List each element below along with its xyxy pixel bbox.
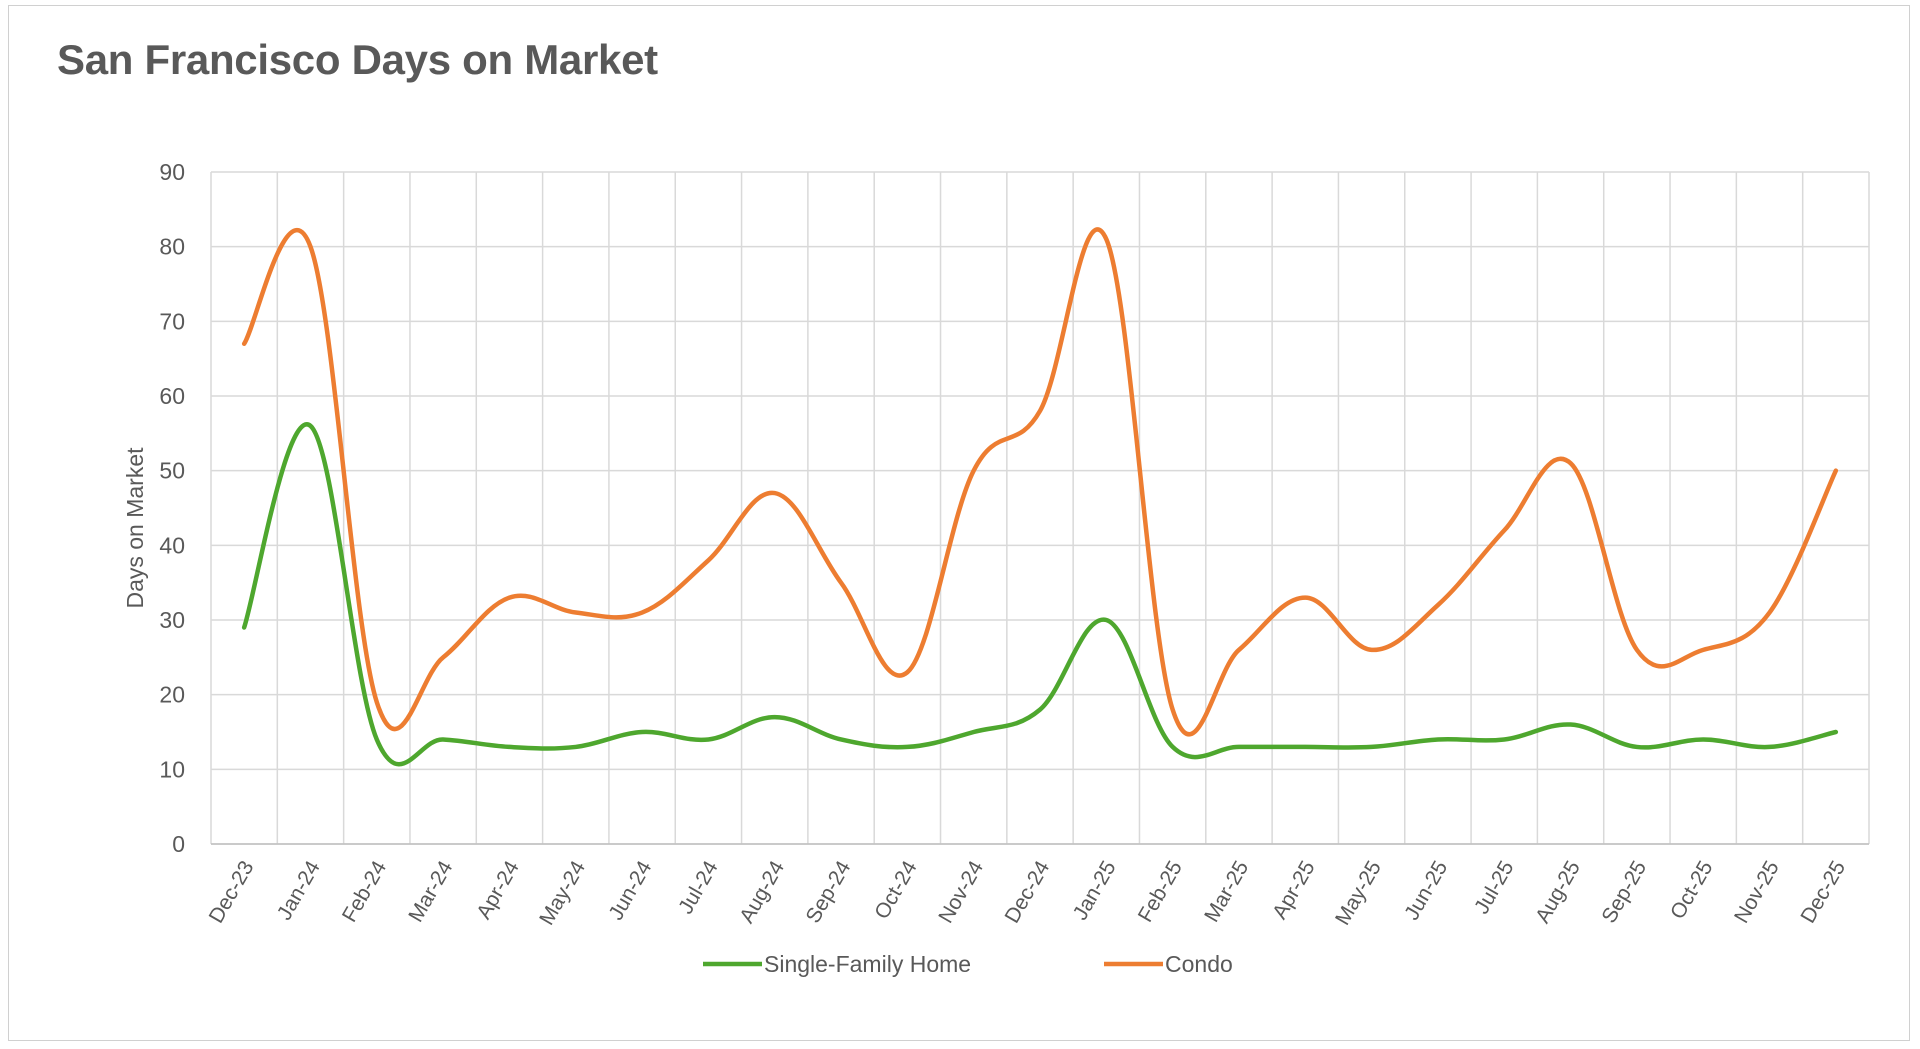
legend-label: Condo	[1165, 951, 1233, 977]
x-tick-label: Jun-25	[1400, 857, 1452, 924]
x-tick-label: Sep-24	[802, 857, 856, 927]
grid-lines	[210, 171, 1870, 845]
x-tick-label: Jul-25	[1470, 857, 1519, 918]
x-tick-label: Dec-25	[1796, 857, 1850, 927]
x-tick-label: Dec-24	[1001, 857, 1055, 927]
y-tick-label: 20	[159, 682, 185, 708]
x-tick-label: Oct-24	[870, 857, 922, 923]
y-tick-label: 70	[159, 308, 185, 334]
y-tick-label: 10	[159, 756, 185, 782]
x-tick-label: Apr-24	[472, 857, 524, 923]
series-lines	[241, 227, 1839, 767]
y-tick-label: 40	[159, 532, 185, 558]
x-tick-label: Nov-24	[934, 857, 988, 927]
chart-title: San Francisco Days on Market	[57, 36, 658, 83]
x-tick-label: Oct-25	[1666, 857, 1717, 923]
y-tick-label: 60	[159, 383, 185, 409]
series-line-condo	[241, 227, 1839, 737]
y-tick-label: 90	[159, 159, 185, 185]
x-tick-label: May-25	[1331, 857, 1386, 929]
chart-frame	[8, 5, 1910, 1041]
x-tick-label: Dec-23	[205, 857, 259, 927]
x-axis-ticks: Dec-23 Jan-24 Feb-24 Mar-24 Apr-24 May-24 Jun-…	[205, 857, 1850, 929]
y-tick-label: 0	[172, 831, 185, 857]
x-tick-label: Aug-24	[735, 857, 789, 927]
x-tick-label: Mar-24	[404, 857, 457, 926]
x-tick-label: Jan-25	[1069, 857, 1121, 924]
y-tick-label: 80	[159, 234, 185, 260]
x-tick-label: Jun-24	[604, 857, 656, 924]
x-tick-label: Apr-25	[1268, 857, 1319, 923]
x-tick-label: Nov-25	[1730, 857, 1784, 927]
x-tick-label: Jul-24	[674, 857, 723, 918]
y-tick-label: 50	[159, 458, 185, 484]
legend-label: Single-Family Home	[764, 951, 971, 977]
x-tick-label: May-24	[535, 857, 590, 929]
x-tick-label: Feb-25	[1134, 857, 1187, 926]
x-tick-label: Mar-25	[1200, 857, 1253, 926]
y-axis-ticks: 0 10 20 30 40 50 60 70 80 90	[159, 159, 185, 857]
y-tick-label: 30	[159, 607, 185, 633]
series-line-single-family-home	[241, 422, 1839, 767]
x-tick-label: Aug-25	[1531, 857, 1585, 927]
x-tick-label: Feb-24	[338, 857, 391, 926]
x-tick-label: Jan-24	[273, 857, 325, 924]
legend: Single-Family Home Condo	[703, 951, 1233, 977]
x-tick-label: Sep-25	[1597, 857, 1651, 927]
y-axis-label: Days on Market	[122, 447, 148, 609]
